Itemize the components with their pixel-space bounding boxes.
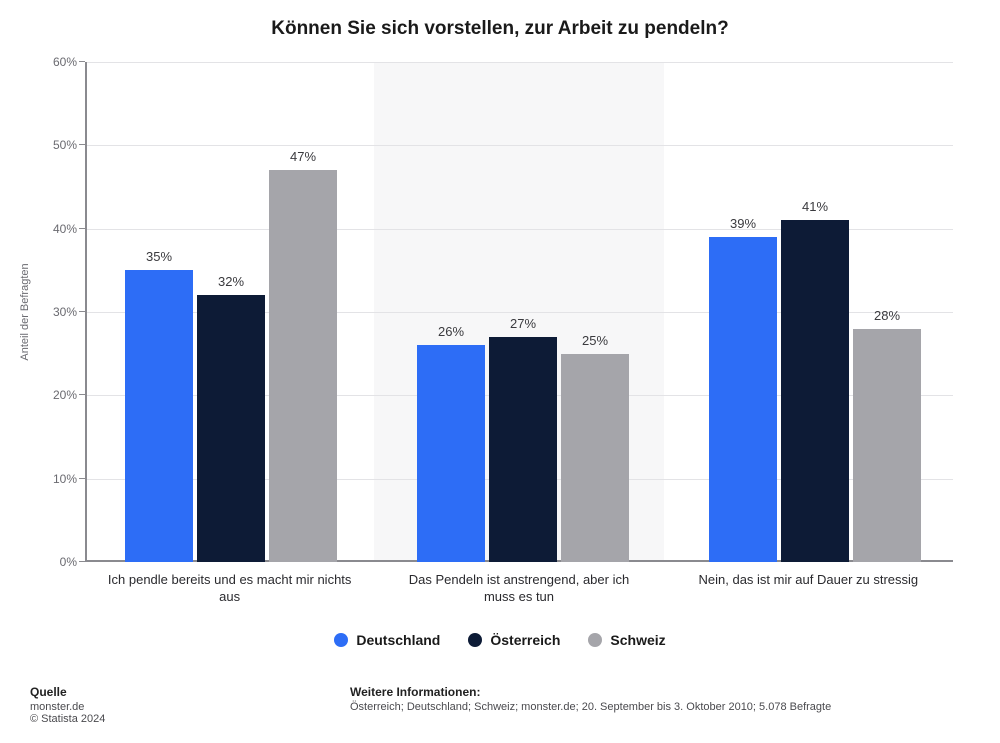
category-labels: Ich pendle bereits und es macht mir nich… [85,572,953,606]
bar-value-label: 25% [582,333,608,354]
info-text: Österreich; Deutschland; Schweiz; monste… [350,701,970,713]
plot-area: 0%10%20%30%40%50%60% Anteil der Befragte… [85,62,953,562]
ytick-label: 10% [53,472,77,486]
bar-value-label: 27% [510,316,536,337]
legend-item: Österreich [468,632,560,648]
ytick-label: 50% [53,138,77,152]
bar: 35% [125,270,193,562]
bar: 47% [269,170,337,562]
footer-info: Weitere Informationen: Österreich; Deuts… [350,685,970,725]
category-label: Nein, das ist mir auf Dauer zu stressig [664,572,953,606]
bar-value-label: 39% [730,216,756,237]
category-label: Ich pendle bereits und es macht mir nich… [85,572,374,606]
ytick-label: 60% [53,55,77,69]
ytick-label: 20% [53,388,77,402]
ytick-label: 40% [53,222,77,236]
bar-value-label: 32% [218,274,244,295]
bar-value-label: 47% [290,149,316,170]
footer: Quelle monster.de © Statista 2024 Weiter… [30,685,970,725]
legend-item: Schweiz [588,632,665,648]
bar: 32% [197,295,265,562]
bar: 39% [709,237,777,562]
bar-value-label: 41% [802,199,828,220]
chart-title: Können Sie sich vorstellen, zur Arbeit z… [0,18,1000,40]
bar-value-label: 26% [438,324,464,345]
bar-group: 35%32%47% [85,62,377,562]
legend-swatch [468,633,482,647]
legend-item: Deutschland [334,632,440,648]
legend-label: Schweiz [610,632,665,648]
copyright: © Statista 2024 [30,713,350,725]
legend: Deutschland Österreich Schweiz [0,632,1000,648]
category-label: Das Pendeln ist anstrengend, aber ich mu… [374,572,663,606]
bar-value-label: 28% [874,308,900,329]
bar-groups: 35%32%47%26%27%25%39%41%28% [85,62,953,562]
y-axis-title: Anteil der Befragten [19,263,31,360]
bar: 26% [417,345,485,562]
source-heading: Quelle [30,685,350,699]
chart-container: Können Sie sich vorstellen, zur Arbeit z… [0,0,1000,743]
source-text: monster.de [30,701,350,713]
bar: 27% [489,337,557,562]
legend-swatch [334,633,348,647]
info-heading: Weitere Informationen: [350,685,970,699]
ytick-label: 0% [60,555,77,569]
bar-group: 26%27%25% [377,62,669,562]
bar: 25% [561,354,629,562]
legend-label: Österreich [490,632,560,648]
legend-swatch [588,633,602,647]
bar-value-label: 35% [146,249,172,270]
ytick-label: 30% [53,305,77,319]
bar: 28% [853,329,921,562]
footer-source: Quelle monster.de © Statista 2024 [30,685,350,725]
legend-label: Deutschland [356,632,440,648]
bar-group: 39%41%28% [669,62,961,562]
bar: 41% [781,220,849,562]
